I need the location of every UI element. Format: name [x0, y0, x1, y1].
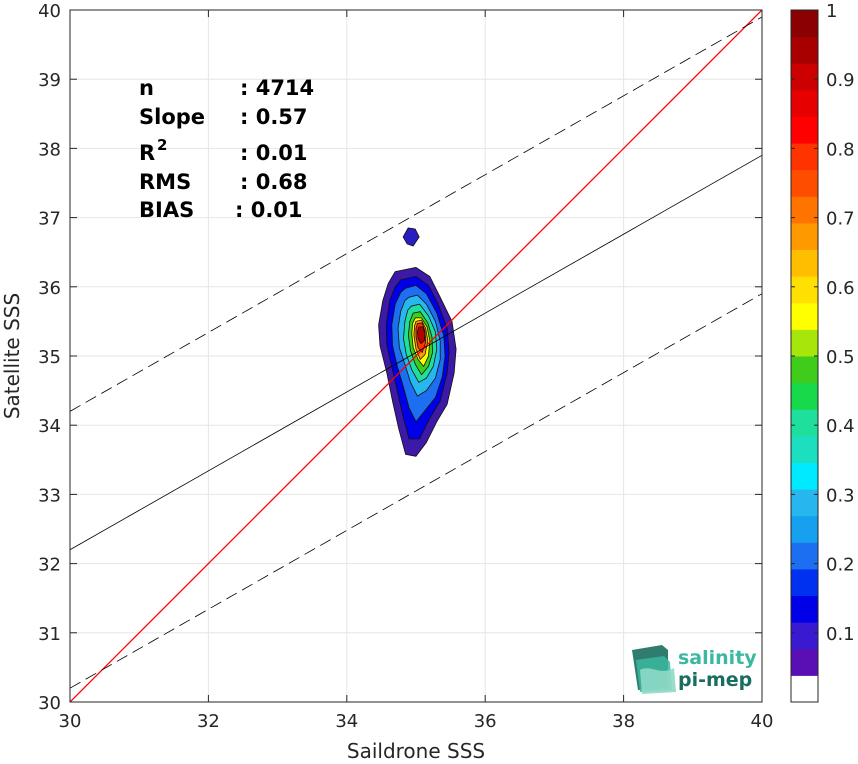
colorbar-band [791, 409, 818, 437]
axis-ticks: 30 32 34 36 38 40 30 31 32 33 34 35 36 37 38 39 40 [38, 1, 773, 732]
y-tick-label: 32 [38, 555, 61, 576]
colorbar-tick-label: 0.1 [826, 624, 855, 645]
stat-n-value: : 4714 [240, 76, 314, 100]
colorbar-band [791, 542, 818, 570]
colorbar-band [791, 382, 818, 410]
y-tick-label: 40 [38, 1, 61, 22]
identity-line [70, 10, 762, 702]
regression-line [70, 154, 762, 551]
colorbar-band [791, 10, 818, 38]
lower-bound-line [70, 293, 762, 689]
density-contour-0.95 [416, 326, 426, 344]
y-tick-label: 36 [38, 278, 61, 299]
y-tick-label: 39 [38, 70, 61, 91]
colorbar-tick-label: 0.6 [826, 278, 855, 299]
colorbar-band [791, 222, 818, 251]
colorbar-band [791, 622, 818, 650]
x-axis-title: Saildrone SSS [347, 739, 485, 763]
colorbar-band [791, 435, 818, 463]
colorbar-tick-label: 0.8 [826, 139, 855, 160]
colorbar [791, 10, 818, 703]
colorbar-band [791, 302, 818, 330]
stat-slope-label: Slope [139, 105, 205, 129]
colorbar-tick-label: 0.4 [826, 416, 855, 437]
stat-r2-value: : 0.01 [240, 141, 308, 165]
colorbar-band [791, 675, 818, 703]
logo-line1: salinity [678, 647, 757, 669]
colorbar-tick-label: 0.3 [826, 485, 855, 506]
colorbar-band [791, 568, 818, 597]
y-axis-title: Satellite SSS [0, 293, 24, 419]
colorbar-band [791, 249, 818, 277]
y-tick-label: 38 [38, 139, 61, 160]
x-tick-label: 30 [59, 711, 82, 732]
y-tick-label: 30 [38, 693, 61, 714]
x-tick-label: 38 [612, 711, 635, 732]
logo-line2: pi-mep [678, 669, 752, 691]
stat-bias-label: BIAS [139, 198, 194, 222]
stat-rms-value: : 0.68 [240, 170, 308, 194]
regression-lines [70, 10, 762, 702]
colorbar-band [791, 196, 818, 224]
colorbar-band [791, 648, 818, 676]
stats-annotation: n : 4714 Slope : 0.57 R 2 : 0.01 RMS : 0… [139, 76, 314, 222]
colorbar-tick-label: 0.7 [826, 209, 855, 230]
y-tick-label: 37 [38, 209, 61, 230]
salinity-pi-mep-logo: salinity pi-mep [632, 645, 757, 694]
colorbar-band [791, 143, 818, 171]
x-tick-label: 32 [197, 711, 220, 732]
colorbar-band [791, 276, 818, 304]
colorbar-tick-label: 0.5 [826, 347, 855, 368]
x-tick-label: 34 [335, 711, 358, 732]
logo-wave-icon [632, 645, 676, 694]
colorbar-band [791, 89, 818, 117]
y-tick-label: 34 [38, 416, 61, 437]
colorbar-band [791, 462, 818, 490]
colorbar-band [791, 356, 818, 384]
colorbar-band [791, 36, 818, 64]
colorbar-band [791, 169, 818, 197]
colorbar-band [791, 63, 818, 91]
stat-r2-label: R [139, 141, 155, 165]
upper-bound-line [70, 16, 762, 412]
x-tick-label: 36 [474, 711, 497, 732]
stat-n-label: n [139, 76, 154, 100]
stat-slope-value: : 0.57 [240, 105, 308, 129]
colorbar-band [791, 595, 818, 623]
y-tick-label: 35 [38, 347, 61, 368]
density-contours [378, 227, 457, 457]
outlier-density-blob [402, 227, 420, 247]
colorbar-band [791, 515, 818, 543]
stat-bias-value: : 0.01 [235, 198, 303, 222]
colorbar-band [791, 116, 818, 144]
colorbar-tick-label: 1 [826, 1, 837, 22]
stat-r2-superscript: 2 [157, 136, 167, 154]
colorbar-tick-label: 0.2 [826, 555, 855, 576]
y-tick-label: 33 [38, 485, 61, 506]
y-tick-label: 31 [38, 624, 61, 645]
colorbar-ticks: 0.1 0.2 0.3 0.4 0.5 0.6 0.7 0.8 0.9 1 [791, 1, 855, 645]
x-tick-label: 40 [751, 711, 774, 732]
colorbar-band [791, 329, 818, 357]
colorbar-band [791, 489, 818, 517]
colorbar-tick-label: 0.9 [826, 70, 855, 91]
stat-rms-label: RMS [139, 170, 191, 194]
